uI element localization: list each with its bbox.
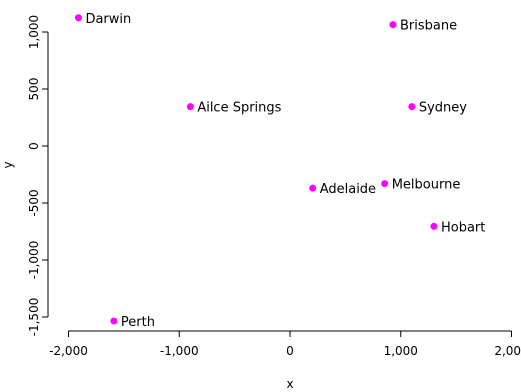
data-point-label: Darwin: [85, 12, 131, 27]
data-point: [110, 317, 118, 325]
data-point-label: Brisbane: [400, 19, 457, 34]
y-tick-label: 0: [27, 142, 41, 150]
x-tick-label: -2,000: [49, 344, 88, 358]
data-point: [74, 14, 82, 22]
data-point-label: Ailce Springs: [197, 101, 281, 116]
x-tick-label: 2,000: [494, 344, 521, 358]
y-tick-label: -1,500: [27, 298, 41, 337]
point-labels: Darwin Brisbane Ailce Springs Sydney Adelaid…: [85, 12, 485, 330]
data-point: [381, 180, 389, 188]
data-points: [74, 14, 438, 325]
y-tick-label: -500: [27, 189, 41, 216]
data-point-label: Melbourne: [392, 178, 461, 193]
data-point: [186, 103, 194, 111]
x-tick-label: -1,000: [160, 344, 199, 358]
data-point-label: Adelaide: [320, 182, 376, 197]
x-axis-title: x: [286, 377, 293, 391]
y-tick-label: 500: [27, 78, 41, 101]
data-point: [430, 222, 438, 230]
axes: -2,000 -1,000 0 1,000 2,000 -1,500 -1,000 -500 0…: [27, 15, 521, 358]
data-point: [408, 103, 416, 111]
x-tick-label: 0: [286, 344, 294, 358]
data-point-label: Sydney: [419, 101, 467, 116]
data-point-label: Perth: [121, 315, 155, 330]
data-point-label: Hobart: [441, 220, 485, 235]
x-tick-label: 1,000: [384, 344, 418, 358]
y-axis-title: y: [1, 161, 15, 168]
y-tick-label: -1,000: [27, 241, 41, 280]
data-point: [389, 21, 397, 29]
data-point: [309, 184, 317, 192]
y-tick-label: 1,000: [27, 15, 41, 49]
